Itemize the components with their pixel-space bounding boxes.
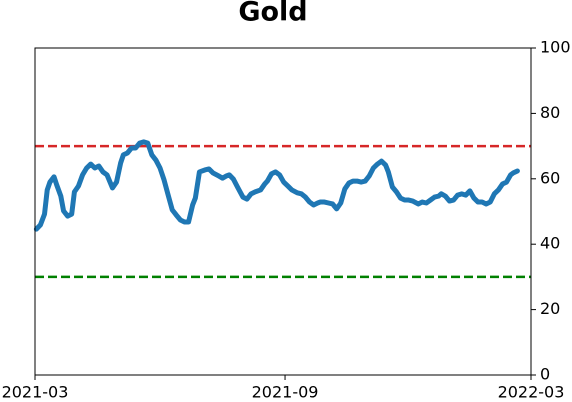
y-tick-label: 80 [540,103,560,122]
x-tick-label: 2021-03 [2,383,69,402]
y-tick-label: 60 [540,168,560,187]
chart-title: Gold [238,0,307,28]
y-tick-label: 40 [540,234,560,253]
y-tick-label: 20 [540,299,560,318]
plot-frame [34,47,532,376]
x-tick-label: 2022-03 [498,383,565,402]
y-tick-label: 100 [540,38,571,57]
x-tick-label: 2021-09 [252,383,319,402]
series-line [33,139,520,232]
y-tick-label: 0 [540,365,550,384]
